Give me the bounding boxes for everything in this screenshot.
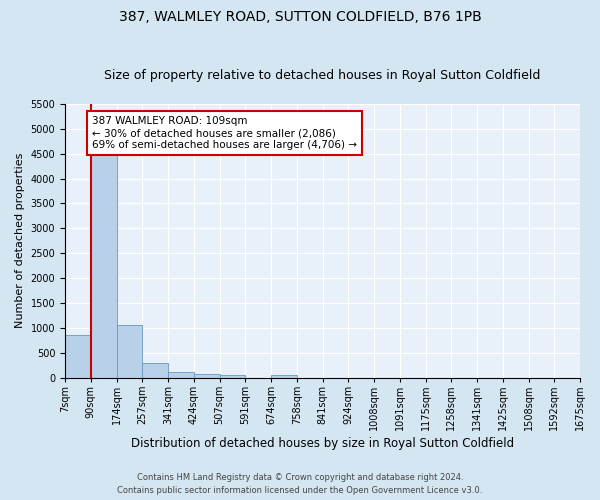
Text: 387, WALMLEY ROAD, SUTTON COLDFIELD, B76 1PB: 387, WALMLEY ROAD, SUTTON COLDFIELD, B76… xyxy=(119,10,481,24)
Bar xyxy=(220,375,245,378)
Bar xyxy=(116,326,142,378)
Y-axis label: Number of detached properties: Number of detached properties xyxy=(15,153,25,328)
Text: Contains HM Land Registry data © Crown copyright and database right 2024.
Contai: Contains HM Land Registry data © Crown c… xyxy=(118,474,482,495)
Bar xyxy=(142,362,168,378)
Bar xyxy=(65,336,91,378)
Text: 387 WALMLEY ROAD: 109sqm
← 30% of detached houses are smaller (2,086)
69% of sem: 387 WALMLEY ROAD: 109sqm ← 30% of detach… xyxy=(92,116,357,150)
Bar xyxy=(91,142,116,378)
Title: Size of property relative to detached houses in Royal Sutton Coldfield: Size of property relative to detached ho… xyxy=(104,69,541,82)
Bar xyxy=(194,374,220,378)
Bar xyxy=(271,375,297,378)
X-axis label: Distribution of detached houses by size in Royal Sutton Coldfield: Distribution of detached houses by size … xyxy=(131,437,514,450)
Bar xyxy=(168,372,194,378)
